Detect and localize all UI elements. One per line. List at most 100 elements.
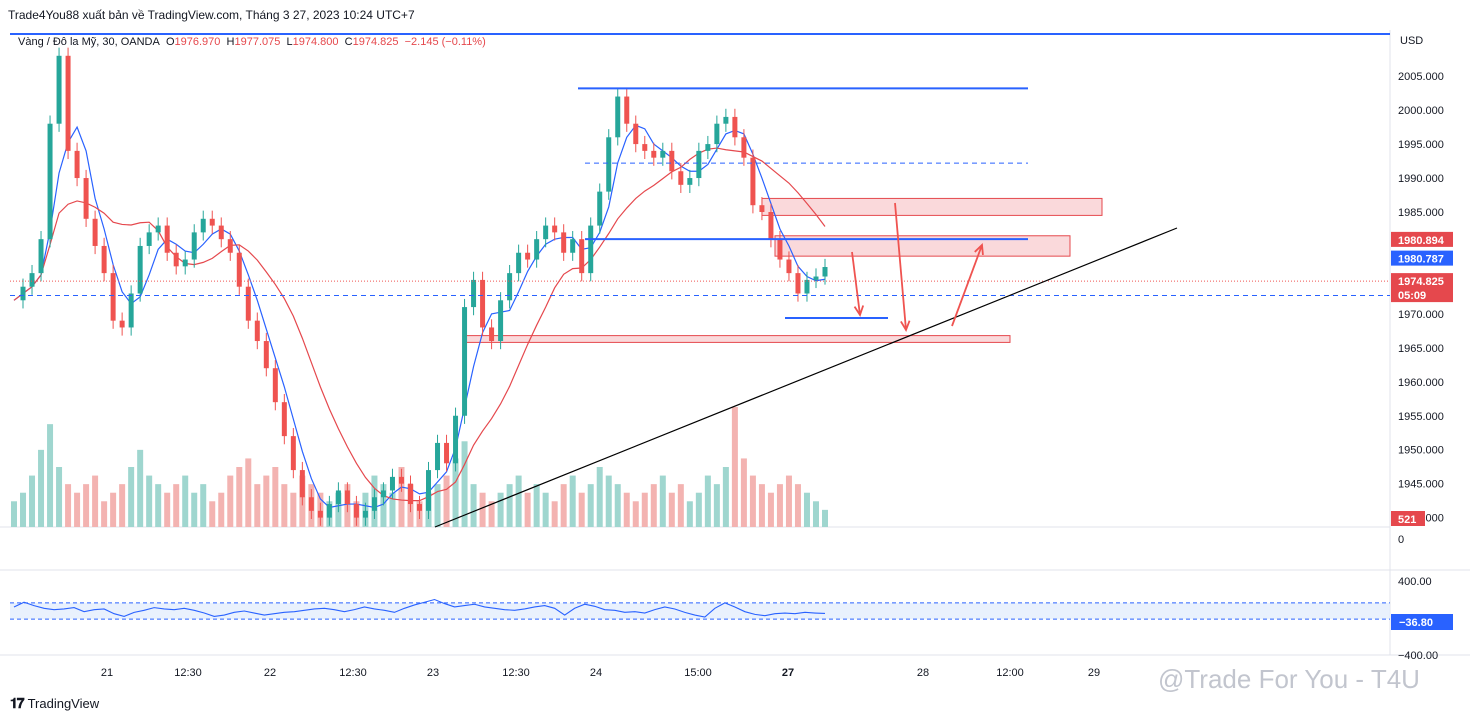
legend-close-value: 1974.825 <box>352 36 399 48</box>
volume-bar <box>164 492 171 527</box>
candle-body <box>777 239 783 260</box>
volume-bar <box>785 475 792 527</box>
price-tick: 1985.000 <box>1398 207 1444 219</box>
volume-bar <box>83 484 90 527</box>
candle-body <box>20 286 26 301</box>
candle-body <box>444 442 450 464</box>
osc-top-tick: 400.00 <box>1398 576 1432 588</box>
price-badge <box>1391 273 1453 289</box>
volume-bar <box>245 458 252 527</box>
volume-bar <box>29 475 36 527</box>
candle-body <box>290 436 296 471</box>
candle-body <box>534 239 540 260</box>
price-tick: 2005.000 <box>1398 71 1444 83</box>
candle-body <box>38 239 44 274</box>
time-tick: 27 <box>782 667 794 679</box>
publisher-line: Trade4You88 xuất bản về TradingView.com,… <box>8 8 415 22</box>
candle-body <box>417 504 422 511</box>
price-badge-label: 05:09 <box>1398 290 1426 302</box>
drawings[interactable] <box>10 87 1390 528</box>
candle-body <box>254 320 260 342</box>
candle-body <box>633 123 639 145</box>
watermark: @Trade For You - T4U <box>1158 664 1420 694</box>
supply-demand-zones[interactable] <box>464 197 1103 343</box>
volume-bar <box>74 492 81 527</box>
volume-bar <box>704 475 711 527</box>
tradingview-logo[interactable]: 𝟏𝟕 TradingView <box>10 695 99 712</box>
candle-body <box>209 218 215 226</box>
candle-body <box>191 232 197 260</box>
volume-bar <box>695 492 702 527</box>
moving-averages <box>13 124 826 509</box>
volume-bar <box>686 501 693 527</box>
volume-bar <box>713 484 720 527</box>
volume-bar <box>227 475 234 527</box>
volume-bar <box>758 484 765 527</box>
candle-body <box>227 239 233 253</box>
candle-body <box>344 490 350 505</box>
candle-body <box>317 510 323 518</box>
candle-body <box>182 259 188 267</box>
candle-body <box>552 225 558 233</box>
volume-bar <box>515 475 522 527</box>
price-tick: 1995.000 <box>1398 139 1444 151</box>
volume-bar <box>641 492 648 527</box>
osc-bottom-tick: −400.00 <box>1398 650 1438 662</box>
price-badge <box>1391 511 1425 526</box>
candle-body <box>362 510 368 518</box>
candle-body <box>173 252 179 267</box>
legend-symbol: Vàng / Đô la Mỹ, 30, OANDA <box>18 36 160 48</box>
candle-body <box>218 225 224 240</box>
legend-low-label: L <box>286 36 293 48</box>
candle-body <box>471 279 477 308</box>
candle-body <box>353 504 359 518</box>
time-tick: 12:30 <box>174 667 202 679</box>
candle-body <box>696 150 702 179</box>
volume-bar <box>290 492 297 527</box>
volume-bar <box>587 484 594 527</box>
candle-body <box>119 320 125 328</box>
candle-body <box>200 218 206 233</box>
candle-body <box>128 293 134 328</box>
candle-body <box>597 191 603 226</box>
candle-body <box>822 267 828 277</box>
price-tick: 1965.000 <box>1398 343 1444 355</box>
time-axis[interactable]: 21 12:30 22 12:30 23 12:30 24 15:00 27 28 12:00 29 <box>101 667 1100 679</box>
candle-body <box>407 483 413 505</box>
price-axis[interactable]: USD 2005.000 2000.000 1995.000 1990.000 1985.… <box>1391 35 1453 662</box>
volume-bar <box>542 492 549 527</box>
volume-bar <box>776 484 783 527</box>
candle-body <box>164 225 170 253</box>
price-badge <box>1391 250 1453 266</box>
volume-bar <box>578 492 585 527</box>
candle-body <box>786 259 792 274</box>
ma-slow-line <box>13 147 826 502</box>
time-tick: 23 <box>427 667 439 679</box>
volume-bar <box>200 484 207 527</box>
forecast-arrow <box>894 202 907 331</box>
candle-body <box>380 490 386 498</box>
osc-badge <box>1391 614 1453 630</box>
candle-body <box>687 178 693 185</box>
candle-body <box>489 327 495 342</box>
candle-body <box>263 341 269 369</box>
candle-body <box>56 55 62 124</box>
volume-bar <box>794 484 801 527</box>
candle-body <box>642 144 648 151</box>
candle-body <box>498 300 504 342</box>
volume-bar <box>533 484 540 527</box>
price-badge-label: 1980.894 <box>1398 235 1445 247</box>
volume-bar <box>479 492 486 527</box>
candle-body <box>308 497 314 511</box>
candle-body <box>29 273 35 287</box>
volume-bar <box>677 484 684 527</box>
candle-body <box>579 239 585 274</box>
price-tick: 1960.000 <box>1398 377 1444 389</box>
zone-box <box>761 197 1103 216</box>
tv-logo-icon: 𝟏𝟕 <box>10 695 25 711</box>
candle-body <box>335 490 341 505</box>
volume-bar <box>767 492 774 527</box>
forecast-arrow-head <box>974 243 984 256</box>
candle-body <box>768 212 774 240</box>
